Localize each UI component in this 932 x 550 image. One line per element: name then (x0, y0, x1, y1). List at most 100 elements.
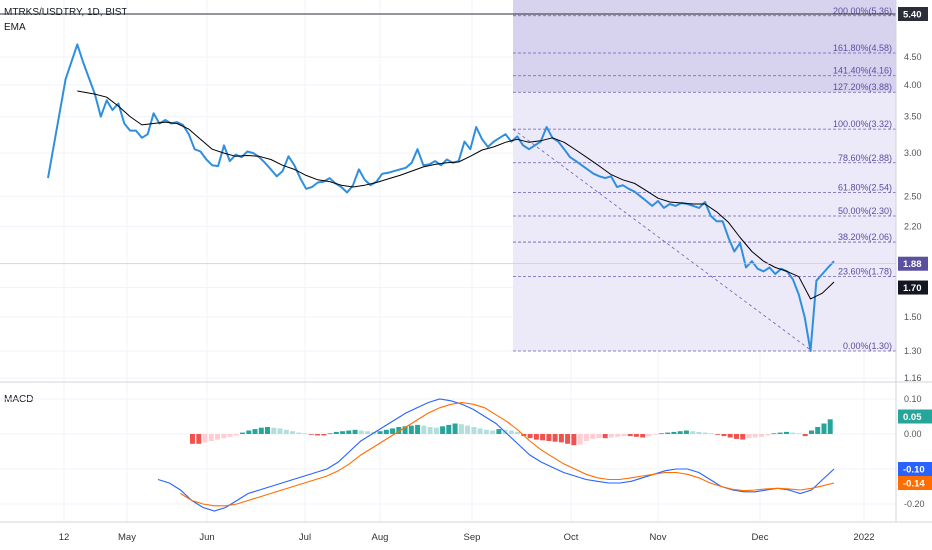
macd-histogram-bar (827, 419, 833, 434)
macd-histogram-bar (677, 431, 683, 434)
time-tick-label: Oct (564, 532, 579, 543)
macd-histogram-bar (402, 426, 408, 434)
macd-histogram-bar (565, 434, 571, 444)
price-tick-label: 2.50 (904, 191, 922, 201)
macd-histogram-bar (421, 425, 427, 434)
macd-histogram-bar (471, 427, 477, 434)
macd-histogram-bar (515, 431, 521, 434)
macd-badge-label: 0.05 (903, 412, 922, 423)
time-tick-label: Aug (372, 532, 389, 543)
macd-histogram-bar (258, 427, 264, 434)
macd-badge (898, 476, 932, 490)
time-tick-label: Dec (752, 532, 769, 543)
macd-plot (157, 398, 835, 512)
macd-histogram-bar (265, 427, 270, 434)
macd-histogram-bar (327, 433, 333, 435)
fib-level-label: 61.80%(2.54) (838, 183, 892, 193)
macd-histogram-bar (477, 428, 483, 434)
macd-histogram-bar (759, 434, 764, 437)
macd-line (157, 398, 835, 512)
macd-histogram-bar (427, 427, 433, 434)
time-tick-label: Nov (650, 532, 667, 543)
macd-histogram-bar (533, 434, 539, 440)
macd-histogram-bar (821, 423, 827, 434)
macd-badge (898, 462, 932, 476)
macd-histogram-bar (796, 433, 802, 435)
price-tick-label: 3.50 (904, 112, 922, 122)
macd-histogram-bar (283, 429, 289, 434)
macd-histogram-bar (540, 434, 546, 441)
macd-histogram-bar (740, 434, 746, 440)
macd-histogram-bar (552, 434, 558, 442)
macd-histogram-bar (296, 432, 302, 434)
macd-histogram-bar (196, 434, 202, 444)
macd-badge-label: -0.14 (903, 479, 925, 490)
macd-histogram-bar (577, 434, 583, 445)
macd-histogram-bar (458, 424, 464, 434)
price-tick-label: 3.00 (904, 148, 922, 158)
price-badge-label: 1.88 (903, 259, 922, 270)
macd-histogram-bar (483, 429, 489, 434)
macd-histogram-bar (446, 424, 452, 434)
macd-histogram-bar (240, 432, 245, 434)
macd-tick-label: 0.10 (904, 394, 922, 404)
macd-histogram-bar (671, 431, 677, 434)
macd-tick-label: -0.20 (904, 499, 925, 509)
macd-histogram-bar (202, 434, 208, 443)
macd-histogram-bar (640, 434, 646, 438)
macd-histogram-bar (602, 434, 608, 439)
macd-histogram-bar (665, 432, 671, 434)
macd-histogram-bar (727, 434, 733, 438)
fib-level-label: 200.00%(5.36) (833, 6, 892, 16)
macd-histogram-bar (352, 429, 358, 434)
macd-histogram-bar (715, 434, 721, 435)
fib-level-label: 38.20%(2.06) (838, 232, 892, 242)
macd-histogram-bar (558, 434, 564, 443)
macd-histogram-bar (621, 434, 627, 437)
macd-histogram-bar (790, 432, 796, 434)
macd-histogram-bar (496, 429, 502, 434)
macd-histogram-bar (809, 430, 814, 434)
price-tick-label: 2.20 (904, 222, 922, 232)
time-tick-label: Jun (199, 532, 214, 543)
time-tick-label: Jul (299, 532, 311, 543)
macd-histogram-bar (377, 431, 383, 434)
macd-histogram-bar (615, 434, 621, 437)
fib-level-label: 23.60%(1.78) (838, 267, 892, 277)
macd-histogram-bar (696, 431, 702, 434)
macd-histogram-bar (452, 423, 458, 434)
fib-level-label: 100.00%(3.32) (833, 119, 892, 129)
fib-zone-retracement (513, 92, 896, 352)
price-badge (898, 280, 928, 295)
macd-histogram-bar (465, 425, 471, 434)
time-tick-label: 2022 (853, 532, 874, 543)
time-tick-label: 12 (59, 532, 70, 543)
signal-line (180, 401, 835, 507)
fib-level-label: 78.60%(2.88) (838, 153, 892, 163)
macd-histogram-bar (784, 431, 789, 434)
fib-level-label: 161.80%(4.58) (833, 43, 892, 53)
macd-histogram-bar (646, 434, 652, 437)
macd-histogram-bar (246, 430, 252, 434)
macd-histogram-bar (440, 426, 446, 434)
fib-trendline (512, 128, 813, 352)
macd-histogram-bar (433, 427, 439, 434)
macd-histogram-bar (340, 431, 346, 434)
price-tick-label: 1.50 (904, 312, 922, 322)
fib-level-label: 127.20%(3.88) (833, 82, 892, 92)
price-tick-label: 1.30 (904, 346, 922, 356)
macd-histogram-bar (633, 434, 639, 437)
macd-histogram-bar (508, 430, 514, 434)
price-tick-label: 1.16 (904, 373, 922, 383)
macd-histogram-bar (571, 434, 577, 446)
macd-histogram-bar (709, 433, 714, 435)
fib-level-label: 0.00%(1.30) (843, 341, 892, 351)
fib-level-label: 141.40%(4.16) (833, 66, 892, 76)
fib-level-label: 50.00%(2.30) (838, 206, 892, 216)
macd-histogram-bar (721, 434, 727, 437)
macd-histogram-bar (290, 431, 295, 434)
macd-histogram-bar (227, 434, 233, 437)
macd-histogram-bar (415, 424, 421, 434)
